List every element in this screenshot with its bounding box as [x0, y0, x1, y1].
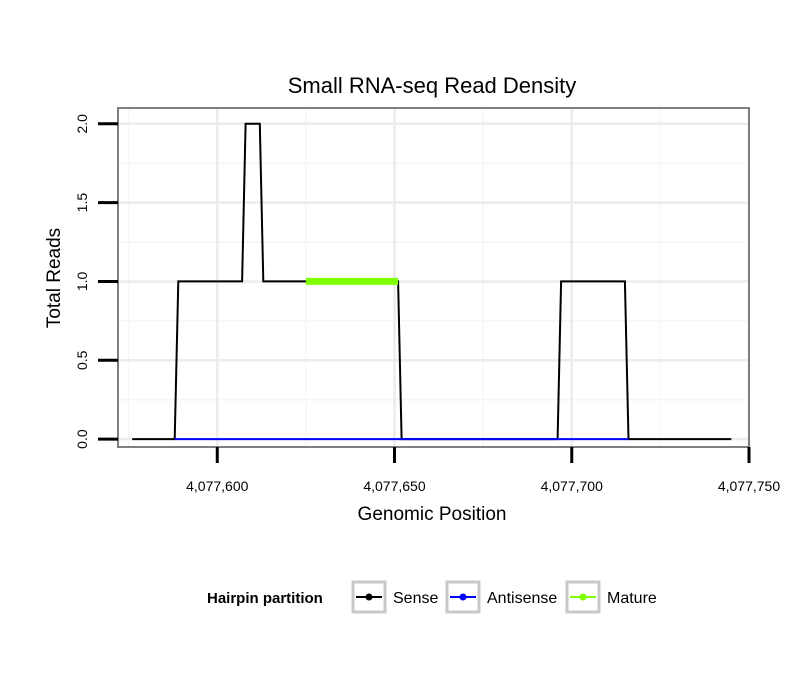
legend-label-antisense: Antisense: [487, 590, 557, 607]
y-tick-label: 1.0: [74, 271, 90, 291]
y-axis-title: Total Reads: [44, 228, 65, 328]
legend-key-point: [579, 593, 587, 601]
y-tick-label: 1.5: [74, 193, 90, 213]
plot-border: [117, 107, 750, 448]
x-tick-label: 4,077,600: [186, 478, 248, 494]
x-axis-title: Genomic Position: [358, 504, 507, 525]
plot-area: 4,077,600 4,077,650 4,077,700 4,077,750 0.0 0…: [74, 107, 780, 494]
legend-key-point: [365, 593, 373, 601]
y-tick-label: 0.5: [74, 350, 90, 370]
y-tick-label: 2.0: [74, 114, 90, 134]
x-tick-label: 4,077,700: [541, 478, 603, 494]
legend-label-mature: Mature: [607, 590, 657, 607]
plot-background: [118, 108, 749, 447]
legend-key-point: [459, 593, 467, 601]
x-tick-label: 4,077,750: [718, 478, 780, 494]
legend-label-sense: Sense: [393, 590, 438, 607]
x-tick-label: 4,077,650: [363, 478, 425, 494]
legend: Hairpin partition Sense Antisense Mature: [207, 580, 657, 614]
legend-title: Hairpin partition: [207, 590, 323, 607]
chart-title: Small RNA-seq Read Density: [288, 73, 577, 98]
y-tick-label: 0.0: [74, 429, 90, 449]
